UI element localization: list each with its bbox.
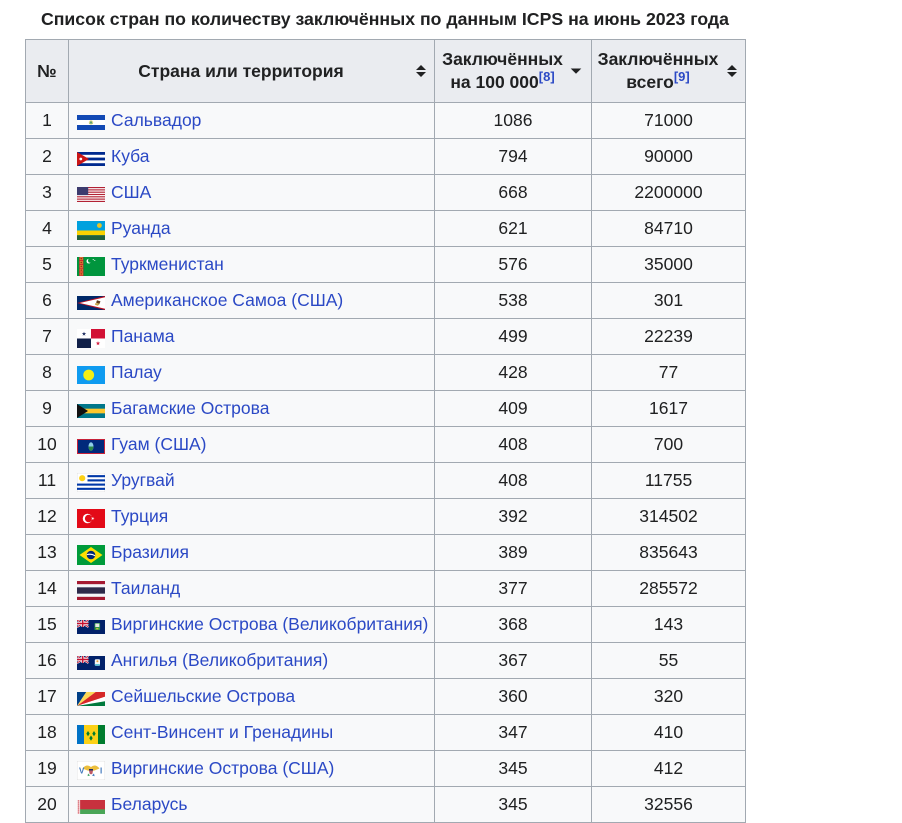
svg-text:I: I	[100, 767, 102, 776]
svg-text:V: V	[79, 767, 85, 776]
